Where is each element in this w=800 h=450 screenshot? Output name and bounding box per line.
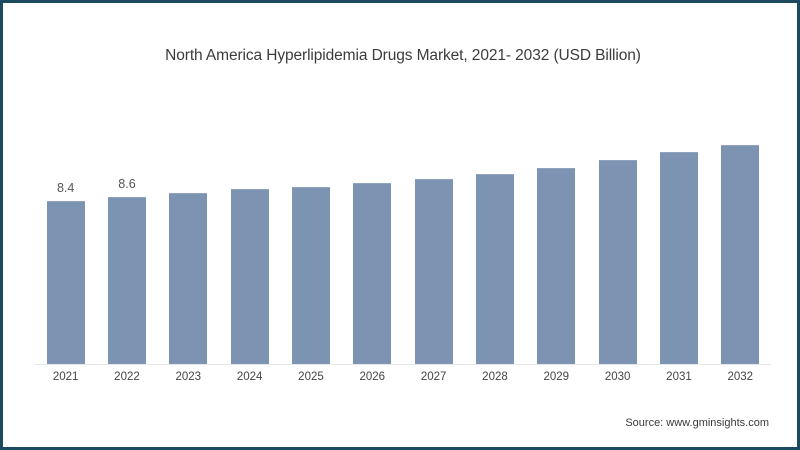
bar: [475, 173, 514, 364]
bar: [230, 189, 269, 364]
bar-slot: [526, 103, 587, 364]
x-tick-label: 2024: [236, 371, 263, 383]
bar: [414, 179, 453, 364]
x-tick-label: 2030: [604, 371, 631, 383]
bar-slot: 8.4: [35, 103, 96, 364]
x-tick-label: 2023: [175, 371, 202, 383]
bar-value-label: 8.4: [56, 180, 75, 195]
x-tick-label: 2025: [298, 371, 324, 383]
bar: [721, 144, 760, 364]
x-axis-tick-labels: 2021 2022 2023 2024 2025 2026 2027 2028 2029 2030…: [35, 371, 771, 391]
bar: [291, 187, 330, 364]
bar: [598, 160, 637, 364]
x-tick-label: 2027: [420, 371, 447, 383]
bar-slot: [587, 103, 648, 364]
x-tick-label: 2022: [114, 371, 140, 383]
category-axis-line: [35, 364, 771, 365]
x-tick-label: 2029: [543, 371, 570, 383]
bar-slot: [710, 103, 771, 364]
bar-slot: [219, 103, 280, 364]
bar: [46, 200, 85, 364]
bar: [353, 183, 392, 364]
bar-slot: [403, 103, 464, 364]
x-tick-label: 2031: [666, 371, 692, 383]
page-title: North America Hyperlipidemia Drugs Marke…: [165, 47, 641, 64]
x-tick-label: 2028: [482, 371, 508, 383]
x-tick-label: 2021: [52, 371, 79, 383]
bar-value-label: 8.6: [118, 176, 136, 191]
bar: [537, 167, 576, 364]
source-attribution: Source: www.gminsights.com: [625, 417, 769, 429]
bar: [107, 196, 146, 364]
bar: [169, 192, 208, 364]
bar-slot: [280, 103, 341, 364]
x-tick-label: 2026: [359, 371, 386, 383]
bar-slot: [342, 103, 403, 364]
bar: [659, 152, 698, 364]
bar-slot: [158, 103, 219, 364]
bar-slot: 8.6: [96, 103, 157, 364]
bar-slot: [648, 103, 709, 364]
x-tick-label: 2032: [727, 371, 754, 383]
bar-slot: [464, 103, 525, 364]
plot-area: 8.4 8.6: [35, 103, 771, 365]
